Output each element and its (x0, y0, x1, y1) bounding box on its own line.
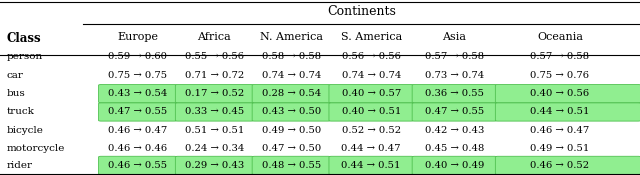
Text: 0.49 → 0.51: 0.49 → 0.51 (531, 144, 589, 153)
FancyBboxPatch shape (175, 156, 253, 174)
Text: 0.46 → 0.47: 0.46 → 0.47 (531, 126, 589, 135)
Text: 0.40 → 0.51: 0.40 → 0.51 (342, 107, 401, 117)
Text: Africa: Africa (198, 32, 231, 41)
Text: Asia: Asia (442, 32, 467, 41)
FancyBboxPatch shape (329, 85, 413, 103)
FancyBboxPatch shape (412, 85, 497, 103)
FancyBboxPatch shape (495, 156, 640, 174)
Text: N. America: N. America (260, 32, 323, 41)
Text: 0.40 → 0.49: 0.40 → 0.49 (425, 161, 484, 170)
Text: 0.74 → 0.74: 0.74 → 0.74 (342, 71, 401, 80)
FancyBboxPatch shape (412, 156, 497, 174)
Text: 0.57 → 0.58: 0.57 → 0.58 (425, 52, 484, 61)
Text: Oceania: Oceania (537, 32, 583, 41)
Text: 0.46 → 0.46: 0.46 → 0.46 (108, 144, 167, 153)
Text: Class: Class (6, 32, 41, 44)
Text: 0.45 → 0.48: 0.45 → 0.48 (425, 144, 484, 153)
Text: truck: truck (6, 107, 35, 117)
Text: 0.28 → 0.54: 0.28 → 0.54 (262, 89, 321, 98)
Text: 0.46 → 0.55: 0.46 → 0.55 (108, 161, 167, 170)
Text: car: car (6, 71, 23, 80)
Text: Continents: Continents (327, 5, 396, 18)
Text: 0.75 → 0.76: 0.75 → 0.76 (531, 71, 589, 80)
Text: 0.44 → 0.51: 0.44 → 0.51 (342, 161, 401, 170)
Text: bicycle: bicycle (6, 126, 44, 135)
Text: bus: bus (6, 89, 25, 98)
Text: 0.74 → 0.74: 0.74 → 0.74 (262, 71, 321, 80)
Text: motorcycle: motorcycle (6, 144, 65, 153)
Text: 0.46 → 0.47: 0.46 → 0.47 (108, 126, 167, 135)
Text: 0.71 → 0.72: 0.71 → 0.72 (185, 71, 244, 80)
Text: 0.44 → 0.51: 0.44 → 0.51 (531, 107, 589, 117)
Text: 0.75 → 0.75: 0.75 → 0.75 (108, 71, 167, 80)
FancyBboxPatch shape (329, 103, 413, 121)
FancyBboxPatch shape (99, 85, 177, 103)
Text: 0.49 → 0.50: 0.49 → 0.50 (262, 126, 321, 135)
FancyBboxPatch shape (495, 85, 640, 103)
Text: 0.57 → 0.58: 0.57 → 0.58 (531, 52, 589, 61)
FancyBboxPatch shape (175, 85, 253, 103)
Text: 0.40 → 0.57: 0.40 → 0.57 (342, 89, 401, 98)
Text: 0.17 → 0.52: 0.17 → 0.52 (185, 89, 244, 98)
Text: 0.36 → 0.55: 0.36 → 0.55 (425, 89, 484, 98)
Text: 0.24 → 0.34: 0.24 → 0.34 (185, 144, 244, 153)
FancyBboxPatch shape (329, 156, 413, 174)
FancyBboxPatch shape (252, 156, 330, 174)
Text: 0.47 → 0.55: 0.47 → 0.55 (108, 107, 167, 117)
Text: 0.40 → 0.56: 0.40 → 0.56 (531, 89, 589, 98)
Text: Europe: Europe (117, 32, 158, 41)
FancyBboxPatch shape (252, 103, 330, 121)
Text: 0.33 → 0.45: 0.33 → 0.45 (185, 107, 244, 117)
Text: 0.47 → 0.50: 0.47 → 0.50 (262, 144, 321, 153)
Text: 0.44 → 0.47: 0.44 → 0.47 (342, 144, 401, 153)
Text: 0.59 → 0.60: 0.59 → 0.60 (108, 52, 167, 61)
Text: 0.52 → 0.52: 0.52 → 0.52 (342, 126, 401, 135)
Text: 0.48 → 0.55: 0.48 → 0.55 (262, 161, 321, 170)
Text: 0.43 → 0.50: 0.43 → 0.50 (262, 107, 321, 117)
Text: rider: rider (6, 161, 33, 170)
FancyBboxPatch shape (99, 103, 177, 121)
Text: 0.47 → 0.55: 0.47 → 0.55 (425, 107, 484, 117)
Text: 0.43 → 0.54: 0.43 → 0.54 (108, 89, 167, 98)
Text: 0.42 → 0.43: 0.42 → 0.43 (425, 126, 484, 135)
Text: 0.56 → 0.56: 0.56 → 0.56 (342, 52, 401, 61)
FancyBboxPatch shape (412, 103, 497, 121)
FancyBboxPatch shape (99, 156, 177, 174)
Text: 0.29 → 0.43: 0.29 → 0.43 (185, 161, 244, 170)
Text: 0.73 → 0.74: 0.73 → 0.74 (425, 71, 484, 80)
Text: 0.51 → 0.51: 0.51 → 0.51 (185, 126, 244, 135)
FancyBboxPatch shape (252, 85, 330, 103)
FancyBboxPatch shape (495, 103, 640, 121)
Text: 0.46 → 0.52: 0.46 → 0.52 (531, 161, 589, 170)
Text: 0.58 → 0.58: 0.58 → 0.58 (262, 52, 321, 61)
Text: S. America: S. America (340, 32, 402, 41)
Text: 0.55 → 0.56: 0.55 → 0.56 (185, 52, 244, 61)
FancyBboxPatch shape (175, 103, 253, 121)
Text: person: person (6, 52, 43, 61)
